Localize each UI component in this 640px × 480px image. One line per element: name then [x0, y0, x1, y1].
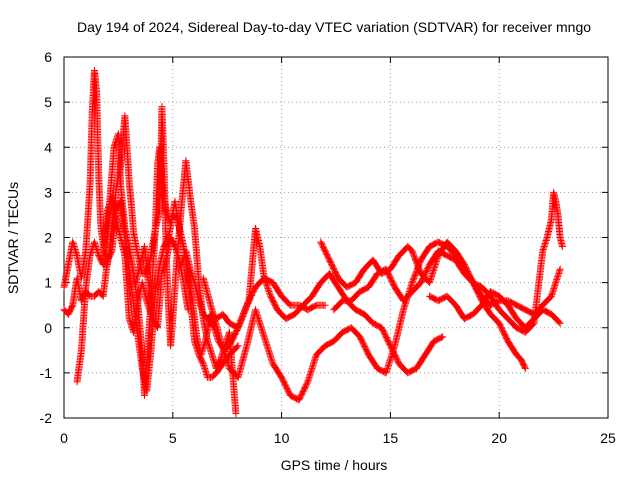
data-series-s10	[99, 193, 155, 336]
y-tick-label: -2	[40, 410, 53, 426]
plus-markers	[426, 288, 564, 332]
y-tick-label: 5	[44, 94, 52, 110]
x-tick-label: 25	[600, 430, 616, 446]
x-tick-label: 0	[60, 430, 68, 446]
plus-markers	[330, 188, 566, 336]
plus-markers	[132, 234, 192, 332]
y-tick-label: 4	[44, 139, 52, 155]
y-tick-label: 0	[44, 320, 52, 336]
y-tick-label: 3	[44, 184, 52, 200]
data-series-s6	[317, 238, 529, 372]
y-tick-label: -1	[40, 365, 53, 381]
x-tick-label: 15	[383, 430, 399, 446]
y-tick-label: 2	[44, 230, 52, 246]
y-tick-label: 1	[44, 275, 52, 291]
plus-markers	[99, 193, 155, 336]
x-tick-label: 5	[169, 430, 177, 446]
data-series-s7	[330, 188, 566, 336]
data-series-s8	[426, 288, 564, 332]
y-tick-label: 6	[44, 49, 52, 65]
data-points	[60, 67, 566, 417]
plus-markers	[317, 238, 529, 372]
x-tick-label: 10	[274, 430, 290, 446]
chart-title: Day 194 of 2024, Sidereal Day-to-day VTE…	[77, 19, 591, 35]
axis-ticks: 0 5 10 15 20 25 -2 -1 0 1 2 3 4 5 6	[40, 49, 616, 446]
data-series-s9	[132, 234, 192, 332]
x-tick-label: 20	[491, 430, 507, 446]
y-axis-label: SDTVAR / TECUs	[5, 182, 21, 294]
x-axis-label: GPS time / hours	[281, 457, 388, 473]
